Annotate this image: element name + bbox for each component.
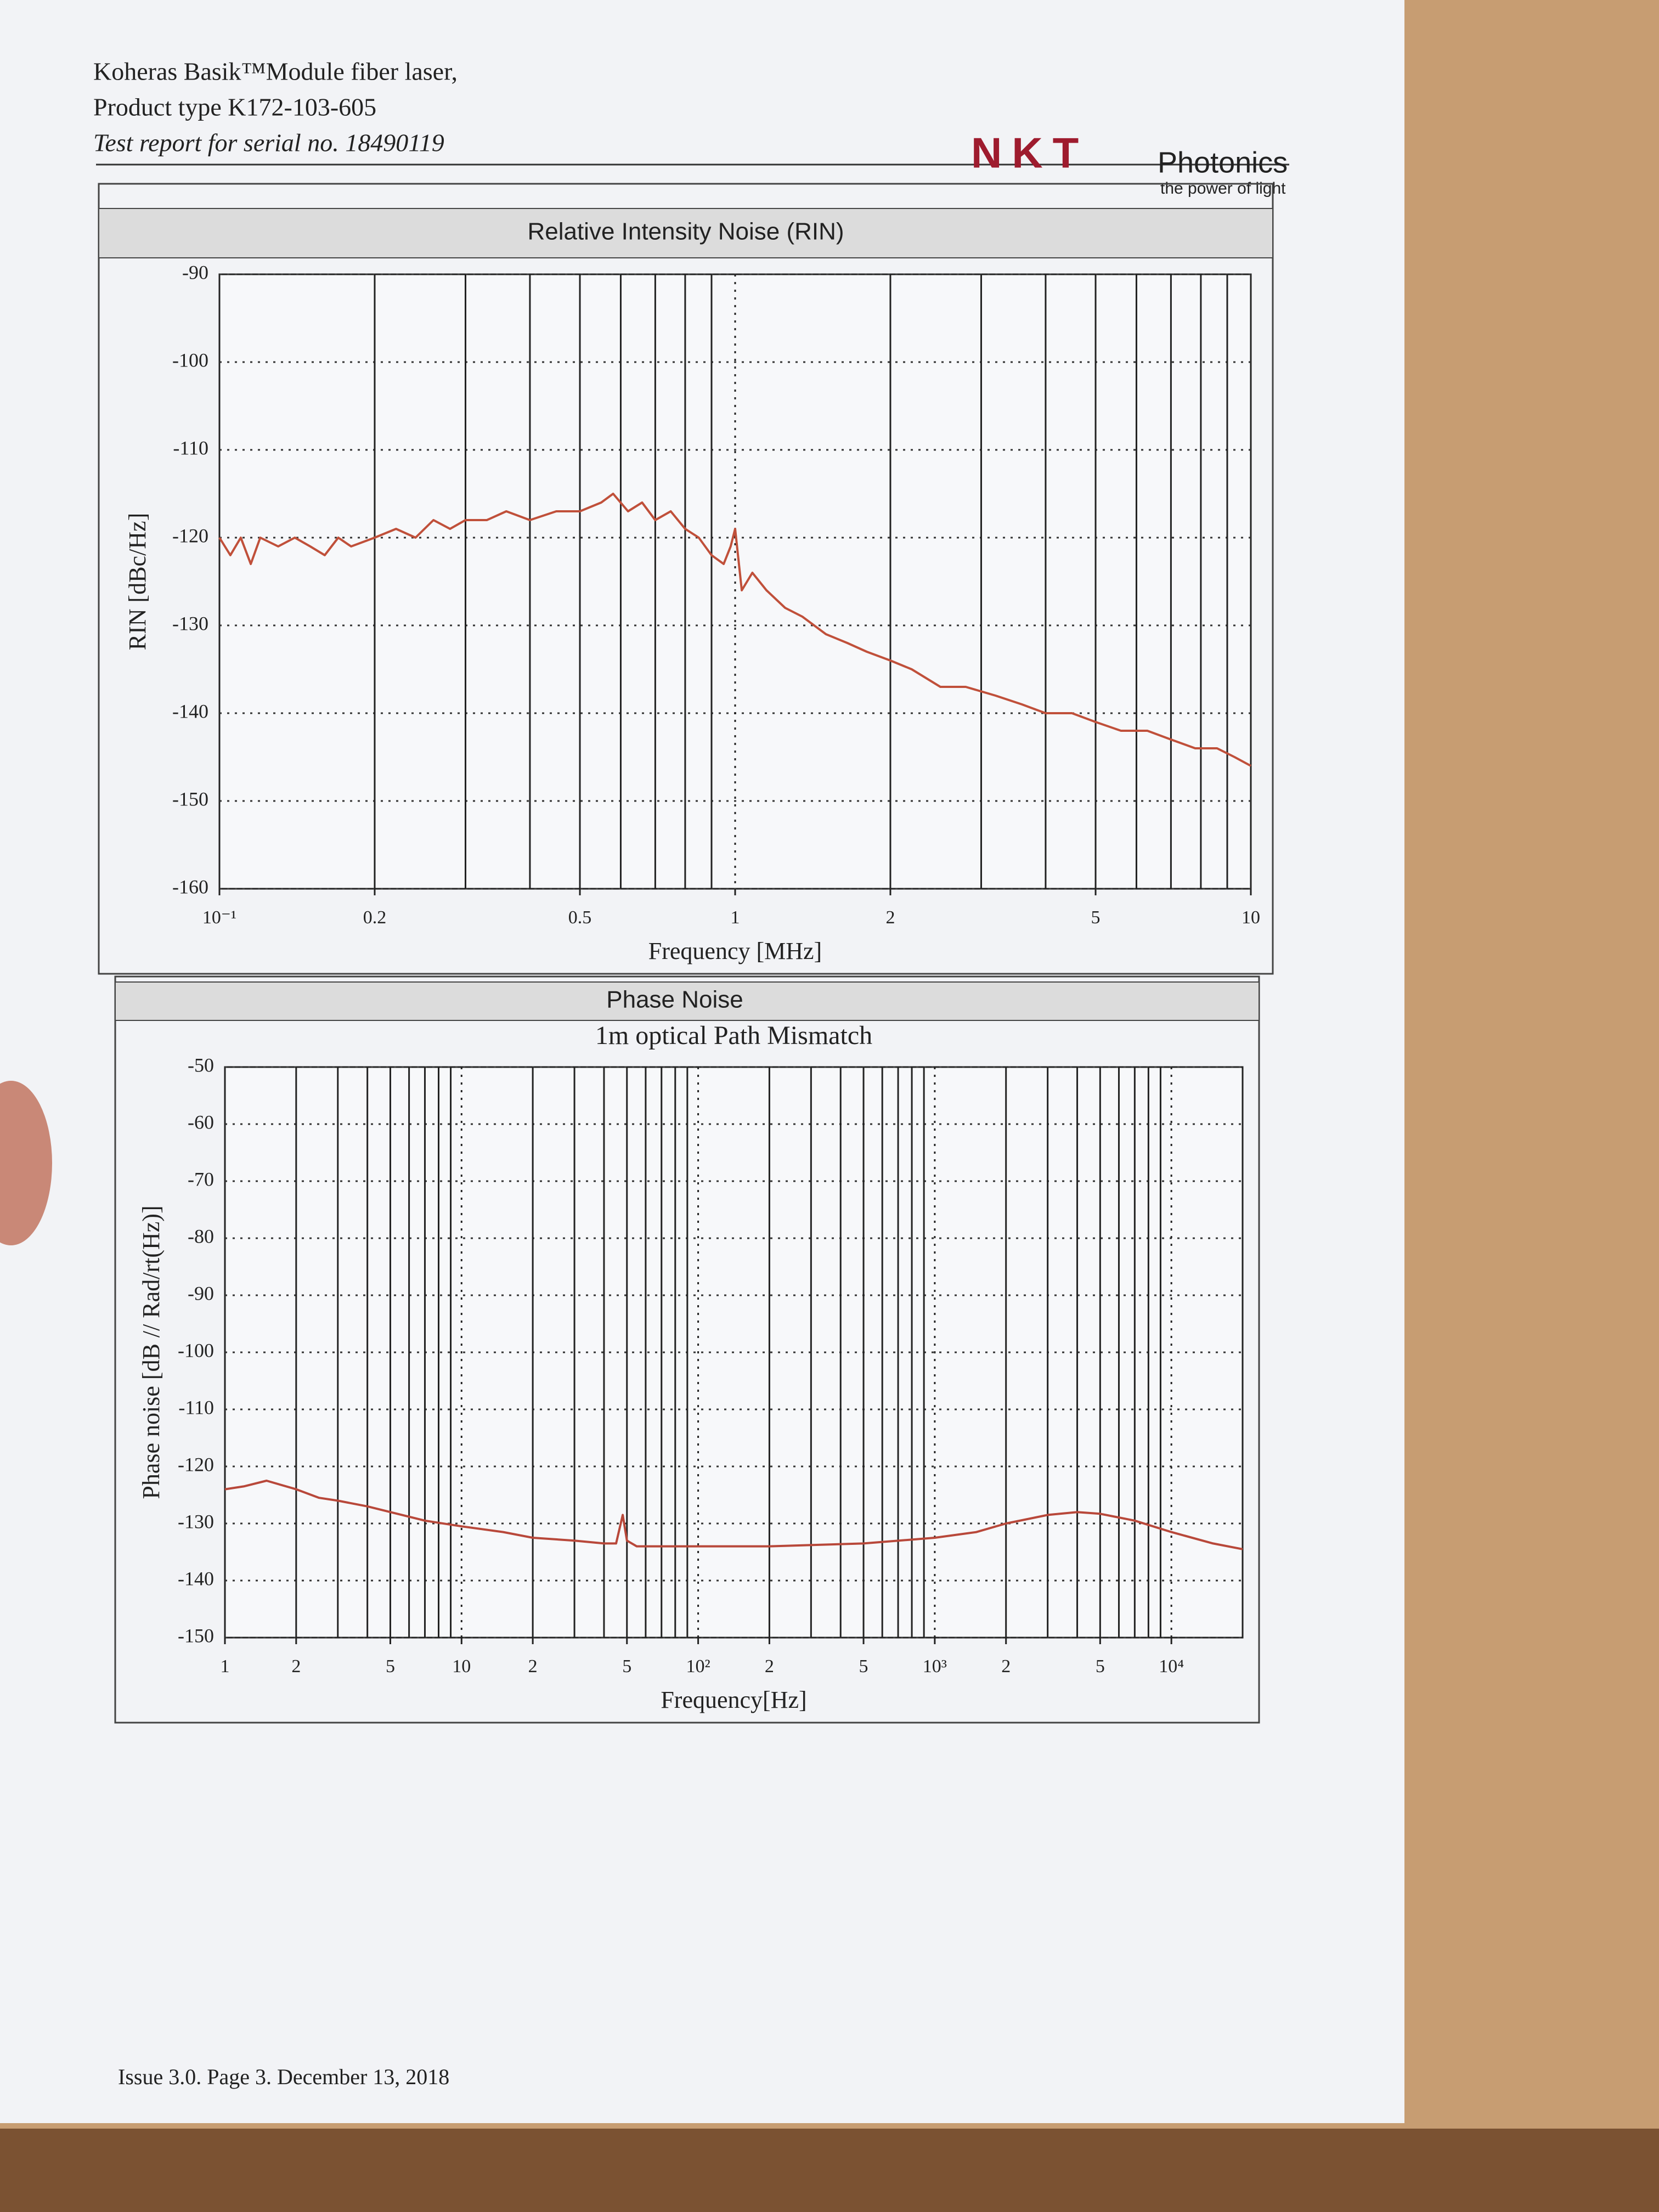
footer: Issue 3.0. Page 3. December 13, 2018 [118, 2064, 449, 2089]
x-tick-label: 5 [859, 1656, 868, 1677]
y-tick-label: -70 [188, 1168, 214, 1190]
header-line: Koheras Basik™Module fiber laser, [93, 58, 458, 86]
x-tick-label: 10² [686, 1656, 710, 1677]
x-axis-label: Frequency[Hz] [661, 1686, 806, 1713]
y-tick-label: -160 [172, 876, 208, 898]
y-tick-label: -140 [178, 1567, 214, 1589]
x-tick-label: 10 [1242, 907, 1260, 928]
x-tick-label: 0.2 [363, 907, 387, 928]
x-tick-label: 2 [885, 907, 895, 928]
table-edge [0, 2129, 1659, 2212]
x-tick-label: 10⁴ [1159, 1656, 1184, 1677]
phase-panel [114, 975, 1260, 1724]
chart-title: Phase Noise [606, 986, 743, 1013]
y-axis-label: Phase noise [dB // Rad/rt(Hz)] [138, 1205, 165, 1499]
x-tick-label: 5 [1096, 1656, 1105, 1677]
x-axis-label: Frequency [MHz] [648, 938, 822, 964]
y-tick-label: -80 [188, 1225, 214, 1247]
logo-name: Photonics [1158, 146, 1288, 179]
x-tick-label: 5 [622, 1656, 631, 1677]
rin-panel [98, 183, 1274, 975]
y-tick-label: -100 [172, 349, 208, 371]
x-tick-label: 0.5 [568, 907, 592, 928]
rin-title-bar [98, 208, 1273, 258]
header-line: Product type K172-103-605 [93, 93, 376, 121]
y-tick-label: -130 [172, 612, 208, 634]
x-tick-label: 5 [1091, 907, 1101, 928]
x-tick-label: 2 [528, 1656, 538, 1677]
y-tick-label: -50 [188, 1054, 214, 1076]
logo-mark: NKT [971, 129, 1088, 177]
x-tick-label: 10³ [923, 1656, 947, 1677]
x-tick-label: 10 [452, 1656, 471, 1677]
y-tick-label: -120 [172, 524, 208, 546]
x-tick-label: 2 [291, 1656, 301, 1677]
phase-title-bar [115, 981, 1260, 1021]
y-tick-label: -120 [178, 1453, 214, 1475]
data-line [218, 493, 1251, 767]
y-tick-label: -150 [178, 1624, 214, 1646]
y-tick-label: -100 [178, 1339, 214, 1361]
y-axis-label: RIN [dBc/Hz] [124, 513, 151, 651]
y-tick-label: -60 [188, 1111, 214, 1133]
y-tick-label: -140 [172, 700, 208, 722]
x-tick-label: 10⁻¹ [202, 907, 236, 928]
x-tick-label: 5 [386, 1656, 395, 1677]
y-tick-label: -90 [182, 261, 208, 283]
x-tick-label: 1 [221, 1656, 230, 1677]
y-tick-label: -110 [173, 437, 208, 459]
x-tick-label: 2 [765, 1656, 774, 1677]
logo-tagline: the power of light [1160, 179, 1286, 198]
y-tick-label: -130 [178, 1510, 214, 1532]
finger [0, 1081, 52, 1245]
y-tick-label: -110 [178, 1396, 214, 1418]
header-line: Test report for serial no. 18490119 [93, 129, 444, 157]
chart-subtitle: 1m optical Path Mismatch [595, 1021, 872, 1050]
data-line [224, 1480, 1243, 1550]
y-tick-label: -90 [188, 1282, 214, 1304]
chart-title: Relative Intensity Noise (RIN) [527, 218, 844, 245]
y-tick-label: -150 [172, 788, 208, 810]
x-tick-label: 2 [1001, 1656, 1011, 1677]
x-tick-label: 1 [731, 907, 740, 928]
